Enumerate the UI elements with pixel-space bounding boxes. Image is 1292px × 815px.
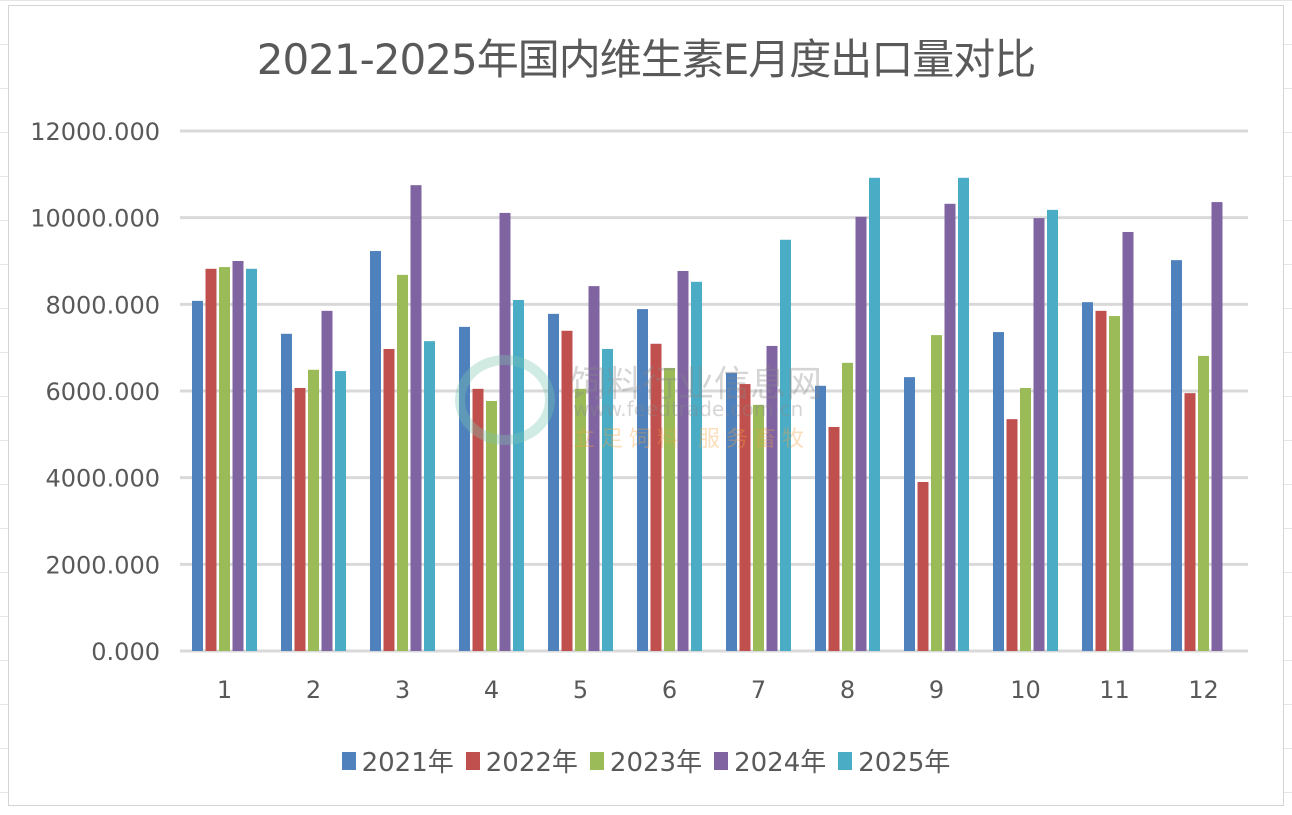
legend-label: 2024年 <box>734 748 827 778</box>
bar-2023年-1[interactable] <box>219 267 230 651</box>
bar-2023年-6[interactable] <box>664 368 675 651</box>
bar-2023年-5[interactable] <box>575 388 586 651</box>
bar-2024年-7[interactable] <box>766 345 778 651</box>
bar-2023年-8[interactable] <box>842 362 853 651</box>
bar-2021年-6[interactable] <box>637 309 648 651</box>
bar-2021年-7[interactable] <box>726 372 737 651</box>
chart-title: 2021-2025年国内维生素E月度出口量对比 <box>256 35 1036 84</box>
x-tick-label: 1 <box>217 676 232 704</box>
legend-swatch-2021 <box>341 751 356 770</box>
legend-swatch-2025 <box>838 751 853 770</box>
bar-2025年-2[interactable] <box>335 371 346 651</box>
bar-2024年-6[interactable] <box>677 270 689 651</box>
bar-2024年-5[interactable] <box>588 286 600 651</box>
bar-2025年-6[interactable] <box>691 281 702 651</box>
bar-2025年-7[interactable] <box>780 239 791 651</box>
legend-label: 2025年 <box>858 748 951 778</box>
legend-item[interactable]: 2025年 <box>838 742 950 779</box>
bar-2024年-12[interactable] <box>1211 202 1223 652</box>
bar-2023年-3[interactable] <box>397 274 408 651</box>
bar-2024年-11[interactable] <box>1122 231 1134 651</box>
bar-2022年-12[interactable] <box>1184 393 1196 651</box>
bar-2025年-5[interactable] <box>602 348 613 651</box>
bar-2023年-2[interactable] <box>308 369 319 651</box>
x-tick-label: 3 <box>395 676 410 704</box>
bar-2022年-5[interactable] <box>561 330 573 651</box>
bar-2021年-12[interactable] <box>1171 260 1182 651</box>
bar-2023年-7[interactable] <box>753 404 764 651</box>
legend-item[interactable]: 2022年 <box>465 742 578 779</box>
legend: 2021年 2022年 2023年 2024年 2025年 <box>0 742 1292 779</box>
bar-2021年-10[interactable] <box>993 332 1004 651</box>
bar-2024年-4[interactable] <box>499 212 511 651</box>
y-tick-label: 10000.000 <box>30 205 160 233</box>
y-tick-label: 2000.000 <box>45 551 160 579</box>
bar-2022年-3[interactable] <box>383 348 395 651</box>
x-tick-label: 8 <box>840 676 855 704</box>
bar-2025年-8[interactable] <box>869 177 880 652</box>
bar-2021年-3[interactable] <box>370 251 381 652</box>
bar-2022年-8[interactable] <box>828 426 840 651</box>
bar-2021年-5[interactable] <box>548 313 559 651</box>
bar-2022年-9[interactable] <box>917 482 929 651</box>
legend-item[interactable]: 2021年 <box>341 742 454 779</box>
bar-2022年-10[interactable] <box>1006 419 1018 651</box>
bar-2025年-9[interactable] <box>958 177 969 652</box>
bar-2022年-2[interactable] <box>294 387 306 651</box>
legend-item[interactable]: 2023年 <box>589 742 703 779</box>
x-tick-label: 5 <box>573 676 588 704</box>
x-tick-label: 4 <box>484 676 499 704</box>
bar-2023年-12[interactable] <box>1198 355 1209 651</box>
legend-swatch-2024 <box>714 751 729 770</box>
bar-2025年-1[interactable] <box>246 268 257 651</box>
bar-2022年-6[interactable] <box>650 343 662 651</box>
x-tick-label: 12 <box>1188 676 1219 704</box>
bar-2022年-7[interactable] <box>739 384 751 651</box>
bar-2024年-3[interactable] <box>410 185 422 651</box>
bar-2021年-11[interactable] <box>1082 302 1093 651</box>
bar-2023年-4[interactable] <box>486 400 497 651</box>
legend-label: 2021年 <box>361 748 454 778</box>
x-tick-label: 11 <box>1099 676 1130 704</box>
bar-2025年-10[interactable] <box>1047 209 1058 651</box>
bar-2024年-10[interactable] <box>1033 218 1045 651</box>
y-tick-label: 4000.000 <box>45 465 160 493</box>
bar-2022年-1[interactable] <box>205 268 217 651</box>
x-tick-label: 6 <box>662 676 677 704</box>
legend-label: 2022年 <box>485 748 578 778</box>
bar-2021年-1[interactable] <box>192 300 203 651</box>
bar-2021年-4[interactable] <box>459 326 470 651</box>
y-tick-label: 12000.000 <box>30 118 160 146</box>
y-tick-label: 0.000 <box>91 638 160 666</box>
bar-2024年-9[interactable] <box>944 203 956 652</box>
bar-2023年-9[interactable] <box>931 335 942 651</box>
bar-2024年-1[interactable] <box>232 261 244 651</box>
bar-2022年-4[interactable] <box>472 388 484 651</box>
bar-2021年-9[interactable] <box>904 377 915 651</box>
y-tick-label: 6000.000 <box>45 378 160 406</box>
y-tick-label: 8000.000 <box>45 291 160 319</box>
legend-swatch-2023 <box>589 751 604 770</box>
x-tick-label: 7 <box>751 676 766 704</box>
x-tick-label: 2 <box>306 676 321 704</box>
bar-2024年-8[interactable] <box>855 216 867 652</box>
x-tick-label: 10 <box>1010 676 1041 704</box>
bar-2023年-11[interactable] <box>1109 316 1120 651</box>
bar-2022年-11[interactable] <box>1095 310 1107 651</box>
legend-item[interactable]: 2024年 <box>714 742 826 779</box>
bar-2024年-2[interactable] <box>321 310 333 651</box>
bar-2021年-2[interactable] <box>281 333 292 651</box>
bar-2025年-4[interactable] <box>513 300 524 651</box>
bar-2021年-8[interactable] <box>815 385 826 651</box>
legend-label: 2023年 <box>609 748 703 778</box>
bar-2023年-10[interactable] <box>1020 387 1031 651</box>
legend-swatch-2022 <box>465 751 480 770</box>
bar-2025年-3[interactable] <box>424 341 435 651</box>
x-tick-label: 9 <box>929 676 944 704</box>
